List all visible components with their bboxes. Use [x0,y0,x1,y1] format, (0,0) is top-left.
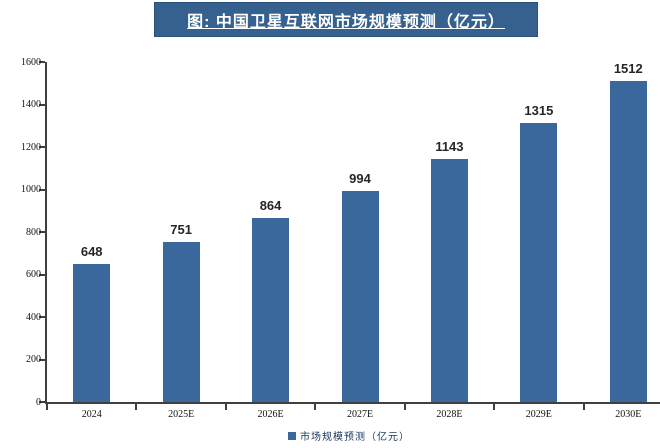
x-tick-label: 2026E [257,409,284,420]
x-axis-tick [493,404,496,410]
y-axis-tick [39,358,45,361]
bar [520,122,558,402]
y-tick-label: 400 [26,311,41,323]
y-axis-tick [39,188,45,191]
chart-title: 图: 中国卫星互联网市场规模预测（亿元） [187,13,505,31]
x-axis-tick [582,404,585,410]
bar [609,80,647,402]
bar-value-label: 1143 [435,139,464,155]
bar [162,242,200,402]
y-tick-label: 1600 [21,56,41,68]
x-axis-tick [46,404,48,410]
bar [430,159,468,402]
bar-value-label: 648 [80,244,103,260]
y-tick-label: 1200 [21,141,41,153]
chart-title-bar: 图: 中国卫星互联网市场规模预测（亿元） [154,2,538,37]
y-axis-tick [39,316,45,318]
y-tick-label: 0 [36,396,41,408]
x-tick-label: 2028E [436,409,463,420]
legend-label: 市场规模预测（亿元） [300,432,410,443]
x-tick-label: 2027E [346,409,374,420]
y-axis-tick [39,273,45,276]
x-axis-tick [403,404,406,410]
bar-value-label: 1512 [613,60,643,76]
y-axis-tick [39,401,45,403]
x-tick-label: 2024 [81,409,102,420]
x-tick-label: 2030E [615,409,642,420]
bar-value-label: 994 [349,170,371,186]
y-axis-tick [39,231,45,233]
y-tick-label: 200 [26,354,41,365]
bar-value-label: 1315 [524,102,554,118]
plot-area: 0 200 400 600 800 1000 1200 1400 1600 648 2024 751 2… [21,57,660,420]
x-tick-label: 2029E [525,409,552,420]
x-axis-tick [135,404,138,410]
bar [73,264,111,402]
y-tick-label: 800 [26,226,41,238]
y-axis-tick [39,103,45,106]
legend-swatch [288,431,296,440]
y-tick-label: 1400 [21,99,41,110]
y-tick-label: 600 [26,269,41,280]
legend: 市场规模预测（亿元） [19,428,660,443]
y-tick-label: 1000 [21,184,41,195]
bar [252,218,290,402]
y-axis-tick [39,61,45,63]
bar [341,190,379,402]
bar-value-label: 864 [259,198,282,214]
x-axis-tick [314,404,317,410]
bar-value-label: 751 [170,222,192,238]
x-tick-label: 2025E [168,409,195,420]
y-axis-tick [39,146,45,148]
x-axis-tick [224,404,227,410]
